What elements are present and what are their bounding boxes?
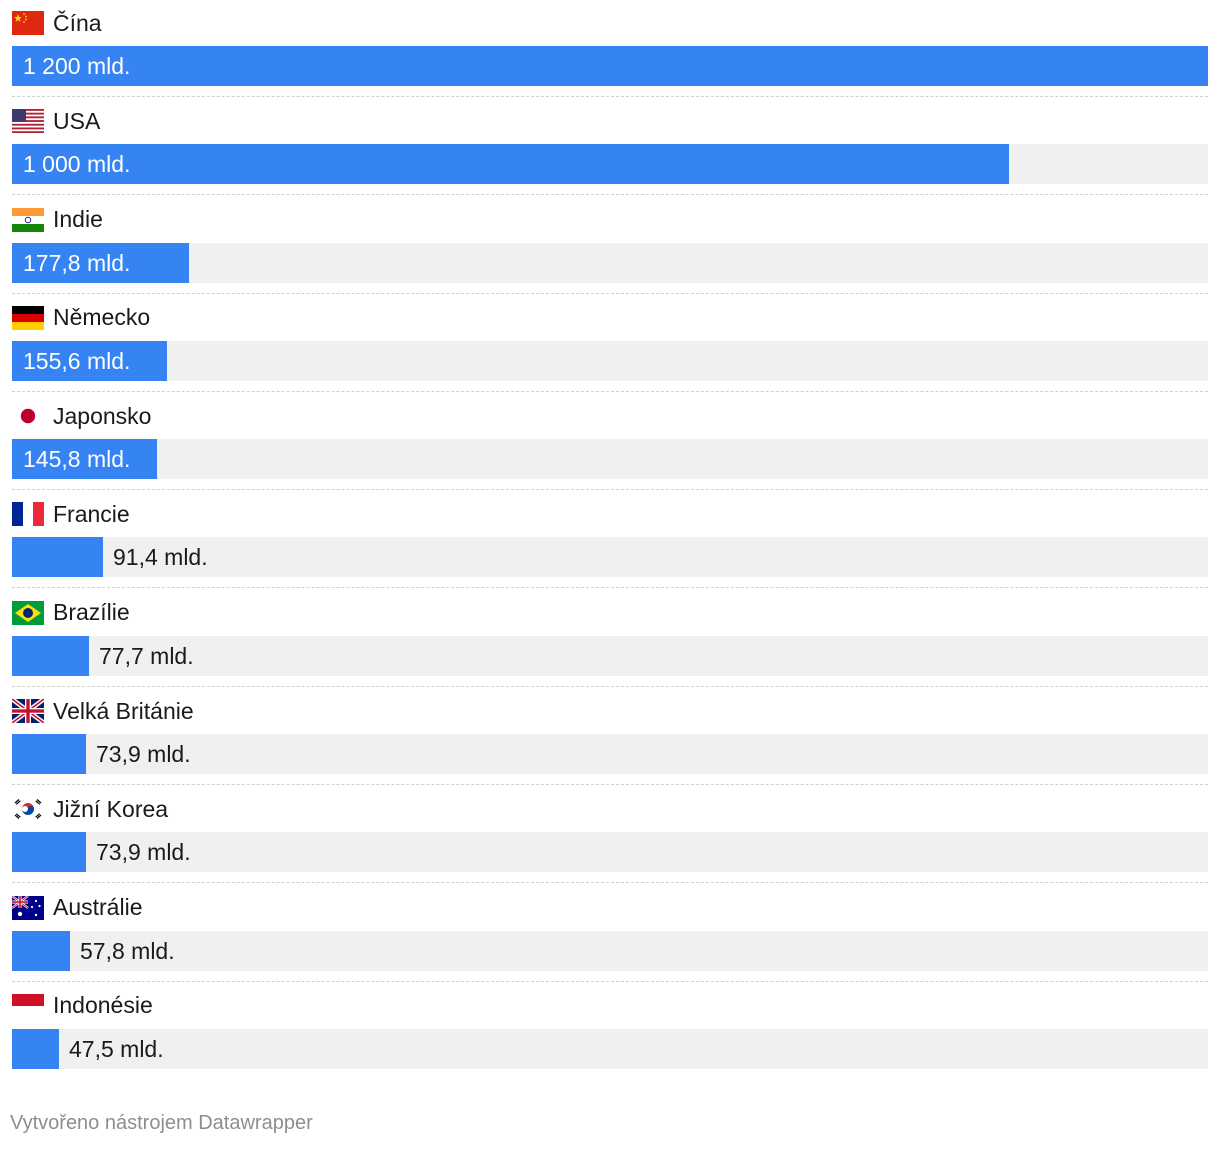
value-label: 73,9 mld. — [96, 741, 191, 768]
bar-track: 73,9 mld. — [12, 832, 1208, 873]
usa-flag-icon — [12, 109, 44, 134]
row-label: Indonésie — [12, 989, 153, 1023]
row-separator — [12, 784, 1208, 786]
value-label: 1 000 mld. — [23, 151, 131, 178]
france-flag-icon — [12, 502, 44, 527]
row-label: Jižní Korea — [12, 792, 168, 826]
row-label: Francie — [12, 497, 130, 531]
row-separator — [12, 292, 1208, 294]
bar[interactable] — [12, 832, 86, 873]
footer-credit[interactable]: Vytvořeno nástrojem Datawrapper — [10, 1112, 313, 1134]
row-separator — [12, 96, 1208, 97]
category-label: Japonsko — [53, 402, 152, 429]
bar[interactable] — [12, 1028, 59, 1069]
row-separator — [12, 685, 1208, 687]
value-label: 57,8 mld. — [80, 937, 175, 964]
bar-row-indonesie[interactable]: Indonésie 47,5 mld. — [12, 983, 1208, 1081]
bar-track: 47,5 mld. — [12, 1028, 1208, 1069]
bar[interactable] — [12, 46, 1208, 86]
japan-flag-icon — [12, 404, 44, 429]
bar-row-francie[interactable]: Francie 91,4 mld. — [12, 491, 1208, 589]
category-label: Austrálie — [53, 894, 143, 921]
value-label: 91,4 mld. — [113, 544, 208, 571]
row-label: Brazílie — [12, 596, 130, 630]
bar[interactable] — [12, 930, 70, 971]
bar[interactable] — [12, 144, 1009, 185]
bar-track: 155,6 mld. — [12, 340, 1208, 381]
bar[interactable] — [12, 734, 86, 775]
row-label: Velká Británie — [12, 694, 194, 728]
row-label: USA — [12, 104, 100, 138]
row-separator — [12, 882, 1208, 884]
category-label: Velká Británie — [53, 697, 194, 724]
bar-row-nemecko[interactable]: Německo 155,6 mld. — [12, 295, 1208, 393]
row-separator — [12, 489, 1208, 491]
category-label: Německo — [53, 304, 151, 331]
bar[interactable] — [12, 635, 89, 676]
india-flag-icon — [12, 207, 44, 232]
bar-track: 1 200 mld. — [12, 46, 1208, 86]
row-label: Austrálie — [12, 891, 142, 925]
row-label: Čína — [12, 6, 102, 40]
value-label: 177,8 mld. — [23, 249, 131, 276]
germany-flag-icon — [12, 305, 44, 330]
china-flag-icon — [12, 11, 44, 35]
row-separator — [12, 390, 1208, 392]
value-label: 155,6 mld. — [23, 347, 131, 374]
bar-row-jizni-korea[interactable]: Jižní Korea 73,9 mld. — [12, 786, 1208, 884]
bar-track: 177,8 mld. — [12, 242, 1208, 283]
bar-track: 1 000 mld. — [12, 144, 1208, 185]
bar-track: 57,8 mld. — [12, 930, 1208, 971]
bar-row-usa[interactable]: USA 1 000 mld. — [12, 98, 1208, 196]
category-label: Indie — [53, 206, 103, 233]
bar-row-indie[interactable]: Indie 177,8 mld. — [12, 197, 1208, 295]
value-label: 145,8 mld. — [23, 446, 131, 473]
row-label: Indie — [12, 203, 103, 237]
row-separator — [12, 194, 1208, 196]
bar[interactable] — [12, 242, 189, 283]
bar[interactable] — [12, 439, 157, 480]
bar-row-japonsko[interactable]: Japonsko 145,8 mld. — [12, 393, 1208, 491]
bar-row-australie[interactable]: Austrálie 57,8 mld. — [12, 885, 1208, 983]
australia-flag-icon — [12, 895, 44, 920]
value-label: 47,5 mld. — [69, 1035, 164, 1062]
value-label: 1 200 mld. — [23, 53, 131, 79]
south-korea-flag-icon — [12, 797, 44, 822]
category-label: USA — [53, 107, 101, 134]
row-label: Německo — [12, 301, 150, 335]
bar-track: 77,7 mld. — [12, 635, 1208, 676]
bar-track: 145,8 mld. — [12, 439, 1208, 480]
category-label: Čína — [53, 9, 102, 36]
bar-row-velka-britanie[interactable]: Velká Británie 73,9 mld. — [12, 688, 1208, 786]
category-label: Brazílie — [53, 599, 130, 626]
row-separator — [12, 587, 1208, 589]
row-label: Japonsko — [12, 399, 151, 433]
bar-track: 73,9 mld. — [12, 734, 1208, 775]
category-label: Francie — [53, 500, 130, 527]
bar[interactable] — [12, 537, 103, 578]
brazil-flag-icon — [12, 600, 44, 625]
category-label: Indonésie — [53, 992, 153, 1019]
bar-chart: Čína 1 200 mld. USA 1 000 mld. Indie 177,8 ml… — [12, 0, 1208, 1081]
bar-track: 91,4 mld. — [12, 537, 1208, 578]
row-separator — [12, 980, 1208, 982]
bar-row-brazilie[interactable]: Brazílie 77,7 mld. — [12, 590, 1208, 688]
indonesia-flag-icon — [12, 993, 44, 1018]
bar[interactable] — [12, 340, 167, 381]
bar-row-cina[interactable]: Čína 1 200 mld. — [12, 0, 1208, 98]
category-label: Jižní Korea — [53, 795, 169, 822]
uk-flag-icon — [12, 699, 44, 724]
value-label: 77,7 mld. — [99, 642, 194, 669]
value-label: 73,9 mld. — [96, 839, 191, 866]
